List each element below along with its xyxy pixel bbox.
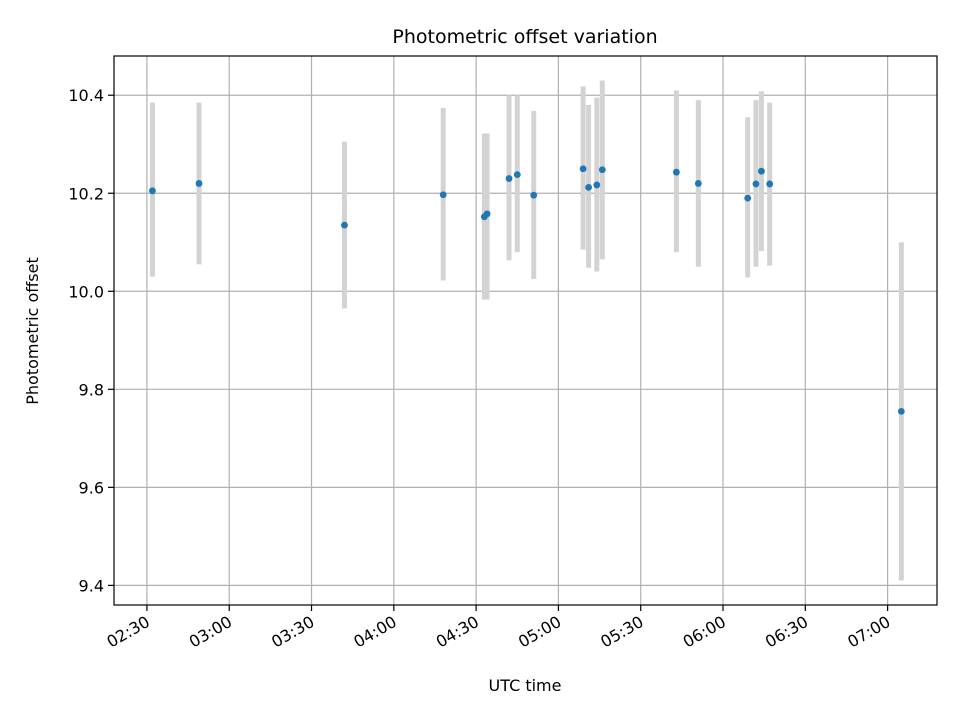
data-point xyxy=(579,165,587,173)
data-point xyxy=(744,194,752,202)
data-point xyxy=(598,166,606,174)
y-tick-label: 10.2 xyxy=(68,184,104,203)
data-point xyxy=(530,191,538,199)
data-point xyxy=(195,180,203,187)
data-point xyxy=(483,210,491,218)
y-tick-label: 9.8 xyxy=(79,380,104,399)
plot-area-frame xyxy=(113,55,938,606)
data-point xyxy=(513,171,521,179)
x-tick-label: 03:30 xyxy=(268,612,317,652)
y-axis-ticks: 9.4 9.6 9.8 10.0 10.2 10.4 xyxy=(68,86,114,595)
y-tick-label: 9.6 xyxy=(79,478,104,497)
y-tick-label: 9.4 xyxy=(79,576,104,595)
x-tick-label: 06:30 xyxy=(762,612,811,652)
data-point xyxy=(593,181,601,189)
x-tick-label: 03:00 xyxy=(186,612,235,652)
data-point xyxy=(694,180,702,187)
data-point xyxy=(149,187,156,195)
x-tick-label: 05:00 xyxy=(515,612,564,652)
data-point xyxy=(585,183,592,191)
chart-title: Photometric offset variation xyxy=(392,26,657,48)
x-tick-label: 05:30 xyxy=(597,612,646,652)
x-tick-label: 02:30 xyxy=(103,612,152,652)
x-tick-label: 07:00 xyxy=(844,612,893,652)
y-axis-title: Photometric offset xyxy=(23,257,42,405)
y-tick-label: 10.4 xyxy=(68,86,104,105)
x-tick-label: 06:00 xyxy=(680,612,729,652)
grid-lines xyxy=(114,56,937,605)
data-point xyxy=(766,180,774,188)
data-point xyxy=(672,168,680,176)
error-bars xyxy=(149,80,904,581)
x-tick-label: 04:00 xyxy=(350,612,399,652)
data-point xyxy=(752,180,760,188)
data-points xyxy=(149,165,905,415)
x-axis-title: UTC time xyxy=(489,676,562,695)
data-point xyxy=(439,191,447,199)
y-tick-label: 10.0 xyxy=(68,282,104,301)
x-tick-label: 04:30 xyxy=(433,612,482,652)
data-point xyxy=(341,221,348,229)
data-point xyxy=(505,175,513,182)
data-point xyxy=(897,407,905,415)
data-point xyxy=(758,167,765,175)
x-axis-ticks: 02:30 03:00 03:30 04:00 04:30 05:00 05:30 06:00… xyxy=(103,605,894,652)
